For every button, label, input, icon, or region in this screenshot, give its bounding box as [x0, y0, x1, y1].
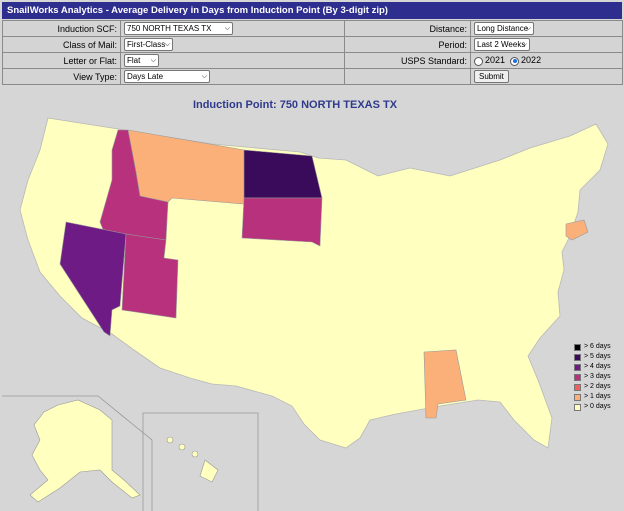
- chevron-down-icon: ⌵: [150, 57, 156, 64]
- hawaii-island[interactable]: [166, 436, 174, 444]
- state-north-dakota[interactable]: [243, 149, 323, 199]
- legend-swatch: [574, 343, 581, 351]
- chevron-down-icon: ⌵: [224, 25, 230, 32]
- usps-standard-2022-radio[interactable]: [510, 56, 520, 66]
- legend-label: > 3 days: [584, 373, 611, 380]
- period-select[interactable]: Last 2 Weeks ⌵: [474, 38, 530, 51]
- hawaii-island[interactable]: [191, 450, 199, 458]
- map-title: Induction Point: 750 NORTH TEXAS TX: [192, 99, 398, 111]
- state-utah[interactable]: [121, 233, 179, 319]
- map-legend: > 6 days > 5 days > 4 days > 3 days > 2 days…: [574, 342, 611, 412]
- legend-label: > 0 days: [584, 403, 611, 410]
- state-montana[interactable]: [127, 129, 245, 205]
- filter-form: Induction SCF: 750 NORTH TEXAS TX ⌵ Dist…: [2, 20, 623, 85]
- letter-or-flat-select[interactable]: Flat ⌵: [124, 54, 159, 67]
- legend-swatch: [574, 383, 581, 391]
- hawaii-island[interactable]: [178, 443, 186, 451]
- letter-or-flat-label: Letter or Flat:: [2, 52, 121, 69]
- state-nevada[interactable]: [59, 221, 127, 337]
- legend-label: > 2 days: [584, 383, 611, 390]
- usps-standard-2021-radio[interactable]: [474, 56, 483, 66]
- legend-item: > 1 days: [574, 392, 611, 402]
- view-type-label: View Type:: [2, 68, 121, 85]
- usps-standard-2022-label: 2022: [521, 55, 542, 66]
- usps-standard-label: USPS Standard:: [344, 52, 471, 69]
- alaska[interactable]: [29, 399, 141, 503]
- class-of-mail-label: Class of Mail:: [2, 36, 121, 53]
- induction-scf-select[interactable]: 750 NORTH TEXAS TX ⌵: [124, 22, 233, 35]
- submit-button[interactable]: Submit: [474, 70, 509, 83]
- app-title: SnailWorks Analytics - Average Delivery …: [7, 5, 388, 16]
- legend-item: > 4 days: [574, 362, 611, 372]
- legend-label: > 5 days: [584, 353, 611, 360]
- legend-item: > 3 days: [574, 372, 611, 382]
- app-title-bar: SnailWorks Analytics - Average Delivery …: [2, 2, 622, 19]
- hawaii-inset-frame: [142, 412, 259, 511]
- legend-item: > 6 days: [574, 342, 611, 352]
- state-alabama[interactable]: [423, 349, 467, 419]
- alaska-inset-frame: [2, 395, 153, 511]
- legend-label: > 6 days: [584, 343, 611, 350]
- view-type-select[interactable]: Days Late ⌵: [124, 70, 210, 83]
- hawaii[interactable]: [166, 436, 219, 483]
- legend-label: > 1 days: [584, 393, 611, 400]
- state-connecticut[interactable]: [565, 219, 589, 241]
- legend-swatch: [574, 403, 581, 411]
- chevron-down-icon: ⌵: [525, 25, 531, 32]
- legend-item: > 0 days: [574, 402, 611, 412]
- distance-select[interactable]: Long Distance ⌵: [474, 22, 534, 35]
- legend-swatch: [574, 353, 581, 361]
- legend-item: > 2 days: [574, 382, 611, 392]
- period-label: Period:: [344, 36, 471, 53]
- chevron-down-icon: ⌵: [201, 73, 207, 80]
- class-of-mail-select[interactable]: First-Class ⌵: [124, 38, 173, 51]
- legend-swatch: [574, 393, 581, 401]
- chevron-down-icon: ⌵: [164, 41, 170, 48]
- legend-swatch: [574, 373, 581, 381]
- legend-swatch: [574, 363, 581, 371]
- state-south-dakota[interactable]: [241, 197, 323, 247]
- chevron-down-icon: ⌵: [521, 41, 527, 48]
- hawaii-island[interactable]: [199, 459, 219, 483]
- legend-label: > 4 days: [584, 363, 611, 370]
- legend-item: > 5 days: [574, 352, 611, 362]
- usps-standard-2021-label: 2021: [485, 55, 506, 66]
